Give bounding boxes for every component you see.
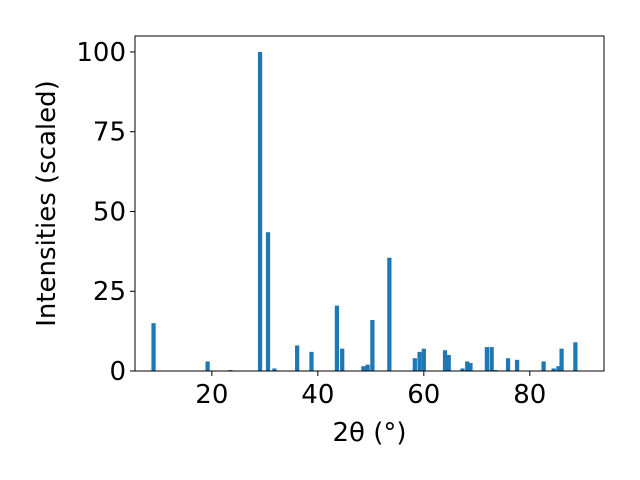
bar xyxy=(551,368,556,371)
bar xyxy=(272,368,277,371)
x-tick-label: 20 xyxy=(195,380,228,410)
bar xyxy=(257,51,263,371)
bar xyxy=(446,355,451,371)
bar xyxy=(489,347,494,371)
bar xyxy=(514,359,520,371)
y-tick-label: 0 xyxy=(109,357,126,387)
bar xyxy=(334,305,340,371)
bar xyxy=(365,364,370,371)
bar xyxy=(361,366,366,371)
bar xyxy=(505,358,511,371)
y-axis-ticks: 0 25 50 75 100 xyxy=(76,38,135,387)
bar xyxy=(421,348,426,371)
x-axis-label: 2θ (°) xyxy=(332,418,406,448)
bar xyxy=(309,351,314,371)
bar xyxy=(556,366,561,371)
bar xyxy=(460,368,465,371)
bar xyxy=(340,348,345,371)
bar xyxy=(442,350,448,371)
bar xyxy=(205,361,210,371)
bar xyxy=(412,358,417,371)
y-tick-label: 100 xyxy=(76,38,126,68)
bar xyxy=(387,257,392,371)
bar xyxy=(151,323,156,371)
y-tick-label: 75 xyxy=(93,118,126,148)
x-tick-label: 60 xyxy=(407,380,440,410)
y-tick-label: 50 xyxy=(93,197,126,227)
y-tick-label: 25 xyxy=(93,277,126,307)
plot-frame xyxy=(134,35,605,372)
bar xyxy=(484,347,489,371)
x-tick-label: 80 xyxy=(513,380,546,410)
y-axis-label: Intensities (scaled) xyxy=(32,80,62,327)
x-tick-label: 40 xyxy=(301,380,334,410)
bar xyxy=(468,363,473,371)
bar xyxy=(265,232,271,371)
bar xyxy=(465,361,470,371)
bar xyxy=(370,319,375,371)
bar xyxy=(573,342,578,371)
x-axis-ticks: 20 40 60 80 xyxy=(195,371,546,410)
bar xyxy=(541,361,546,371)
bar xyxy=(295,345,300,371)
bar xyxy=(417,351,422,371)
bars-group xyxy=(151,51,578,371)
bar xyxy=(559,348,564,371)
